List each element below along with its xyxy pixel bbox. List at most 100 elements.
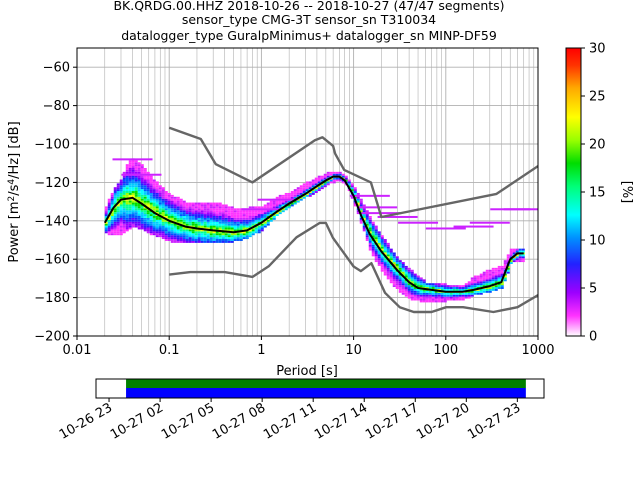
density-cell	[305, 185, 309, 188]
density-cell	[170, 231, 174, 234]
density-cell	[401, 273, 405, 276]
density-cell	[440, 298, 444, 301]
density-cell	[203, 219, 207, 222]
time-tick-label: 10-27 17	[363, 400, 421, 442]
density-cell	[191, 237, 195, 240]
density-cell	[257, 206, 261, 209]
density-cell	[119, 179, 123, 182]
density-cell	[179, 204, 183, 207]
density-cell	[239, 227, 243, 230]
density-cell	[254, 210, 258, 213]
density-cell	[293, 194, 297, 197]
density-cell	[158, 235, 162, 238]
density-cell	[206, 240, 210, 243]
density-cell	[407, 296, 411, 299]
density-cell	[122, 204, 126, 207]
time-tick-label: 10-27 02	[108, 400, 166, 442]
density-cell	[182, 223, 186, 226]
density-cell	[233, 229, 237, 232]
density-cell	[248, 221, 252, 224]
density-cell	[380, 248, 384, 251]
density-cell	[380, 262, 384, 264]
density-cell	[227, 223, 231, 226]
density-cell	[128, 181, 132, 184]
density-cell	[290, 194, 294, 197]
density-cell	[170, 225, 174, 228]
density-cell	[392, 283, 396, 286]
density-cell	[161, 217, 165, 220]
density-cell	[443, 287, 447, 289]
density-cell	[455, 296, 459, 299]
density-cell	[203, 239, 207, 241]
density-cell	[116, 212, 120, 215]
density-cell	[203, 233, 207, 236]
density-cell	[212, 237, 216, 240]
density-cell	[197, 210, 201, 213]
density-cell	[230, 237, 234, 240]
density-cell	[383, 260, 387, 263]
density-cell	[281, 208, 285, 211]
density-cell	[107, 198, 111, 201]
density-cell	[332, 173, 336, 176]
density-cell	[392, 273, 396, 276]
density-cell	[155, 206, 159, 209]
density-cell	[326, 173, 330, 176]
density-cell	[380, 244, 384, 247]
density-cell	[167, 200, 171, 203]
density-cell	[272, 204, 276, 207]
density-cell	[128, 175, 132, 178]
density-cell	[416, 285, 420, 288]
density-cell	[128, 200, 132, 203]
density-cell	[224, 221, 228, 224]
density-cell	[446, 287, 450, 289]
density-cell	[263, 204, 267, 207]
density-cell	[365, 214, 369, 216]
density-cell	[293, 192, 297, 195]
density-cell	[227, 229, 231, 232]
density-cell	[380, 258, 384, 261]
density-cell	[128, 194, 132, 197]
density-cell	[335, 171, 339, 174]
density-cell	[428, 290, 432, 293]
density-cell	[440, 294, 444, 297]
density-cell	[179, 233, 183, 236]
density-cell	[413, 273, 417, 276]
density-cell	[128, 227, 132, 230]
density-cell	[182, 231, 186, 234]
density-cell	[458, 296, 462, 299]
density-cell	[281, 202, 285, 205]
density-cell	[215, 208, 219, 211]
density-cell	[161, 187, 165, 190]
density-cell	[125, 189, 129, 192]
series-lines	[103, 126, 538, 314]
density-cell	[182, 229, 186, 232]
colorbar-tick-label: 30	[589, 42, 606, 57]
density-cell	[131, 181, 135, 184]
density-cell	[443, 294, 447, 297]
density-cell	[128, 191, 132, 193]
density-cell	[143, 194, 147, 197]
density-cell	[212, 227, 216, 230]
density-cell	[215, 240, 219, 243]
density-cell	[404, 267, 408, 270]
density-cell	[143, 200, 147, 203]
density-cell	[236, 235, 240, 238]
density-cell	[455, 294, 459, 297]
density-cell	[326, 171, 330, 174]
density-cell	[293, 200, 297, 203]
density-cell	[365, 235, 369, 238]
density-cell	[203, 240, 207, 243]
density-cell	[155, 233, 159, 236]
density-cell	[308, 191, 312, 193]
density-cell	[401, 271, 405, 274]
density-cell	[116, 233, 120, 236]
density-cell	[173, 229, 177, 232]
density-cell	[134, 216, 138, 218]
density-cell	[305, 189, 309, 192]
density-cell	[497, 265, 501, 268]
density-cell	[161, 229, 165, 232]
density-cell	[137, 164, 141, 167]
density-cell	[179, 212, 183, 215]
density-cell	[104, 206, 108, 209]
